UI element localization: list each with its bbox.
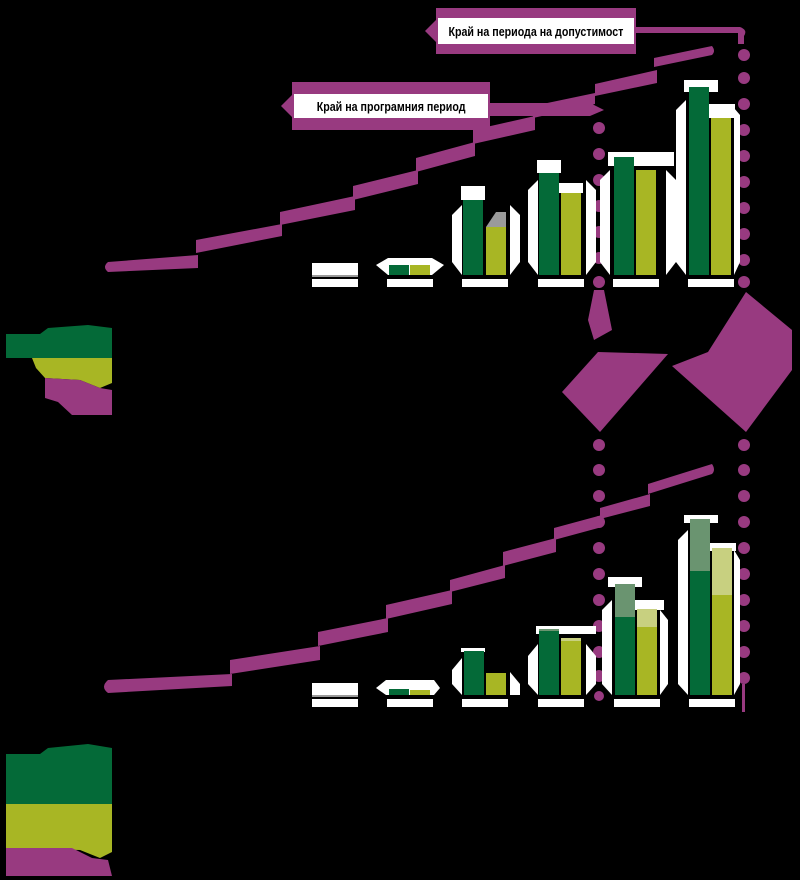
top-bar-group-5 <box>600 152 676 287</box>
bottom-bar-group-6 <box>678 515 800 880</box>
bottom-bar-group-2 <box>376 680 440 707</box>
eligibility-end-marker-bottom <box>738 516 750 712</box>
eligibility-end-label: Край на периода на допустимост <box>440 19 632 43</box>
bottom-bar-group-1 <box>312 683 358 707</box>
legend-swatch-dark-green <box>6 325 112 358</box>
bottom-bar-group-5 <box>602 577 668 707</box>
top-bar-group-6 <box>676 80 740 287</box>
programme-end-label: Край на програмния период <box>296 95 487 117</box>
top-legend <box>6 325 112 415</box>
top-bar-group-4 <box>528 160 596 287</box>
top-bar-group-1 <box>312 263 358 287</box>
top-bar-group-3 <box>452 186 520 287</box>
legend-swatch-purple <box>45 378 112 415</box>
top-chart <box>105 8 750 340</box>
bottom-chart <box>104 464 800 880</box>
top-bar-group-2 <box>376 258 444 287</box>
bottom-bar-group-3 <box>452 648 520 707</box>
legend-swatch-purple-2 <box>6 848 112 876</box>
legend-swatch-light-green <box>32 358 112 388</box>
divider-diamonds <box>562 292 792 502</box>
bottom-legend <box>6 744 112 876</box>
top-stepped-line <box>105 46 714 272</box>
legend-swatch-light-green-2 <box>6 804 112 858</box>
bottom-stepped-line <box>104 464 714 693</box>
eligibility-end-marker-top <box>738 49 750 288</box>
legend-swatch-dark-green-2 <box>6 744 112 804</box>
bottom-bar-group-4 <box>528 626 596 707</box>
